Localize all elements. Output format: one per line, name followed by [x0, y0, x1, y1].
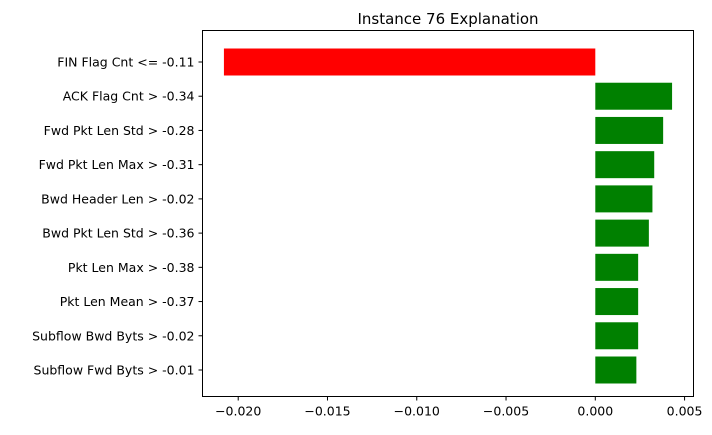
x-tick-label: 0.005: [667, 404, 703, 419]
y-tick-label: Subflow Fwd Byts > -0.01: [34, 363, 195, 378]
x-tick-label: −0.015: [304, 404, 350, 419]
bar: [595, 151, 655, 179]
bar: [595, 185, 653, 213]
x-tick-label: 0.000: [577, 404, 613, 419]
x-tick-label: −0.005: [483, 404, 529, 419]
chart-title: Instance 76 Explanation: [357, 10, 538, 28]
bar: [595, 356, 637, 384]
bar: [595, 82, 673, 110]
x-tick-label: −0.020: [215, 404, 261, 419]
bars-group: [223, 48, 673, 384]
y-tick-label: Bwd Header Len > -0.02: [41, 191, 194, 206]
y-tick-label: Fwd Pkt Len Std > -0.28: [44, 123, 195, 138]
y-tick-label: Pkt Len Mean > -0.37: [60, 294, 195, 309]
y-tick-label: FIN Flag Cnt <= -0.11: [57, 55, 194, 70]
bar: [595, 116, 664, 144]
y-tick-label: ACK Flag Cnt > -0.34: [63, 89, 195, 104]
y-tick-label: Pkt Len Max > -0.38: [68, 260, 195, 275]
bar: [595, 253, 639, 281]
y-tick-label: Bwd Pkt Len Std > -0.36: [42, 226, 194, 241]
x-tick-label: −0.010: [394, 404, 440, 419]
y-tick-label: Fwd Pkt Len Max > -0.31: [39, 157, 195, 172]
bar: [595, 219, 649, 247]
bar: [223, 48, 596, 76]
plot-frame: [202, 30, 694, 397]
bar: [595, 322, 639, 350]
y-tick-label: Subflow Bwd Byts > -0.02: [32, 328, 194, 343]
x-ticks: −0.020 −0.015 −0.010 −0.005 0.000 0.005: [215, 396, 703, 419]
y-tick-labels: FIN Flag Cnt <= -0.11 ACK Flag Cnt > -0.3…: [32, 55, 203, 378]
bar: [595, 288, 639, 316]
